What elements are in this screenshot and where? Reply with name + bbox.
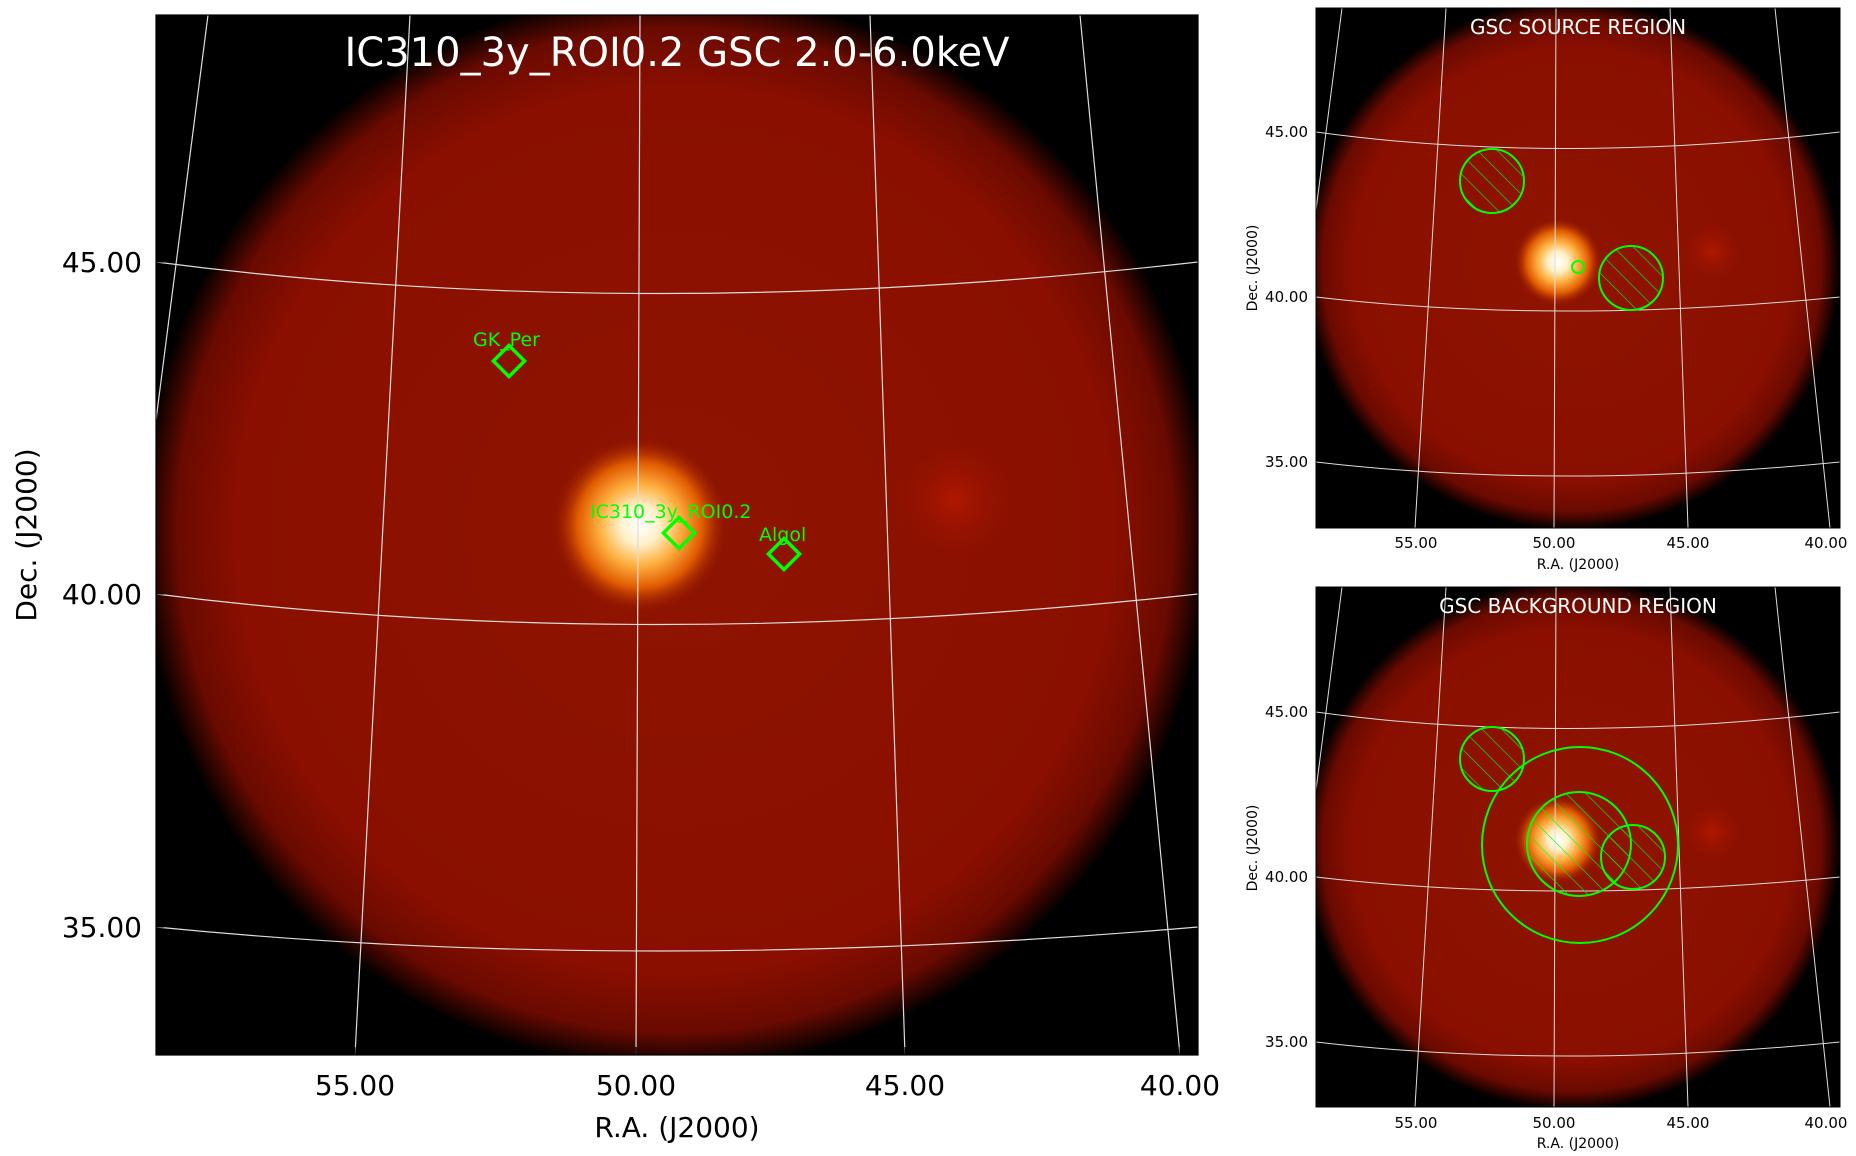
- main-tick-marks: [156, 261, 1181, 1055]
- main-coordinate-grid: [156, 15, 1198, 1055]
- background-panel-title: GSC BACKGROUND REGION: [1439, 594, 1717, 618]
- label-gk-per: GK_Per: [473, 329, 540, 351]
- background-x-axis-label: R.A. (J2000): [1537, 1136, 1620, 1152]
- source-panel: GSC SOURCE REGION 55.00 50.00 45.00 40.0…: [1245, 7, 1848, 573]
- main-y-axis-label: Dec. (J2000): [10, 448, 43, 621]
- main-plot-frame: [155, 14, 1199, 1056]
- background-faint-source: [1677, 797, 1747, 867]
- main-x-tick-55: 55.00: [315, 1069, 395, 1102]
- background-y-axis-label: Dec. (J2000): [1245, 805, 1261, 892]
- main-y-tick-40: 40.00: [62, 578, 142, 611]
- background-excl-gk-per: [1459, 726, 1525, 792]
- source-faint-source: [1677, 217, 1747, 287]
- main-y-tick-35: 35.00: [62, 911, 142, 944]
- main-faint-source: [885, 430, 1025, 570]
- background-x-tick-40: 40.00: [1805, 1114, 1848, 1132]
- main-y-tick-45: 45.00: [62, 246, 142, 279]
- source-x-tick-55: 55.00: [1395, 534, 1438, 552]
- source-plot-frame: [1315, 7, 1841, 529]
- background-x-tick-55: 55.00: [1395, 1114, 1438, 1132]
- source-regions: [1459, 148, 1664, 311]
- background-x-tick-45: 45.00: [1667, 1114, 1710, 1132]
- source-y-tick-35: 35.00: [1265, 453, 1308, 471]
- source-y-axis-label: Dec. (J2000): [1245, 225, 1261, 312]
- source-region-target: [1571, 260, 1585, 274]
- label-algol: Algol: [759, 524, 806, 546]
- source-y-tick-40: 40.00: [1265, 288, 1308, 306]
- marker-ic310: [660, 514, 698, 552]
- label-ic310: IC310_3y_ROI0.2: [590, 501, 751, 523]
- background-annulus: [1481, 746, 1679, 944]
- source-region-algol: [1598, 245, 1664, 311]
- background-panel: GSC BACKGROUND REGION 55.00 50.00 45.00 …: [1245, 586, 1848, 1152]
- main-x-tick-40: 40.00: [1140, 1069, 1220, 1102]
- source-bright-source: [1513, 217, 1603, 307]
- source-y-tick-45: 45.00: [1265, 123, 1308, 141]
- main-panel: GK_Per IC310_3y_ROI0.2 Algol IC310_3y_RO…: [10, 14, 1220, 1144]
- main-x-axis-label: R.A. (J2000): [594, 1111, 759, 1144]
- main-title: IC310_3y_ROI0.2 GSC 2.0-6.0keV: [345, 30, 1011, 76]
- main-bright-source: [550, 435, 730, 615]
- background-y-tick-45: 45.00: [1265, 703, 1308, 721]
- background-regions: [1459, 726, 1679, 944]
- main-x-tick-50: 50.00: [596, 1069, 676, 1102]
- source-x-tick-50: 50.00: [1533, 534, 1576, 552]
- background-x-tick-50: 50.00: [1533, 1114, 1576, 1132]
- background-excl-algol: [1600, 824, 1666, 890]
- source-x-tick-45: 45.00: [1667, 534, 1710, 552]
- main-markers: [490, 342, 803, 573]
- marker-gk-per: [490, 342, 528, 380]
- background-plot-frame: [1315, 586, 1841, 1108]
- source-coordinate-grid: [1316, 8, 1840, 528]
- source-x-tick-40: 40.00: [1805, 534, 1848, 552]
- background-y-tick-40: 40.00: [1265, 868, 1308, 886]
- main-x-tick-45: 45.00: [865, 1069, 945, 1102]
- background-y-tick-35: 35.00: [1265, 1033, 1308, 1051]
- source-x-axis-label: R.A. (J2000): [1537, 557, 1620, 573]
- source-region-gk-per: [1459, 148, 1525, 214]
- marker-algol: [765, 535, 803, 573]
- source-panel-title: GSC SOURCE REGION: [1470, 15, 1686, 39]
